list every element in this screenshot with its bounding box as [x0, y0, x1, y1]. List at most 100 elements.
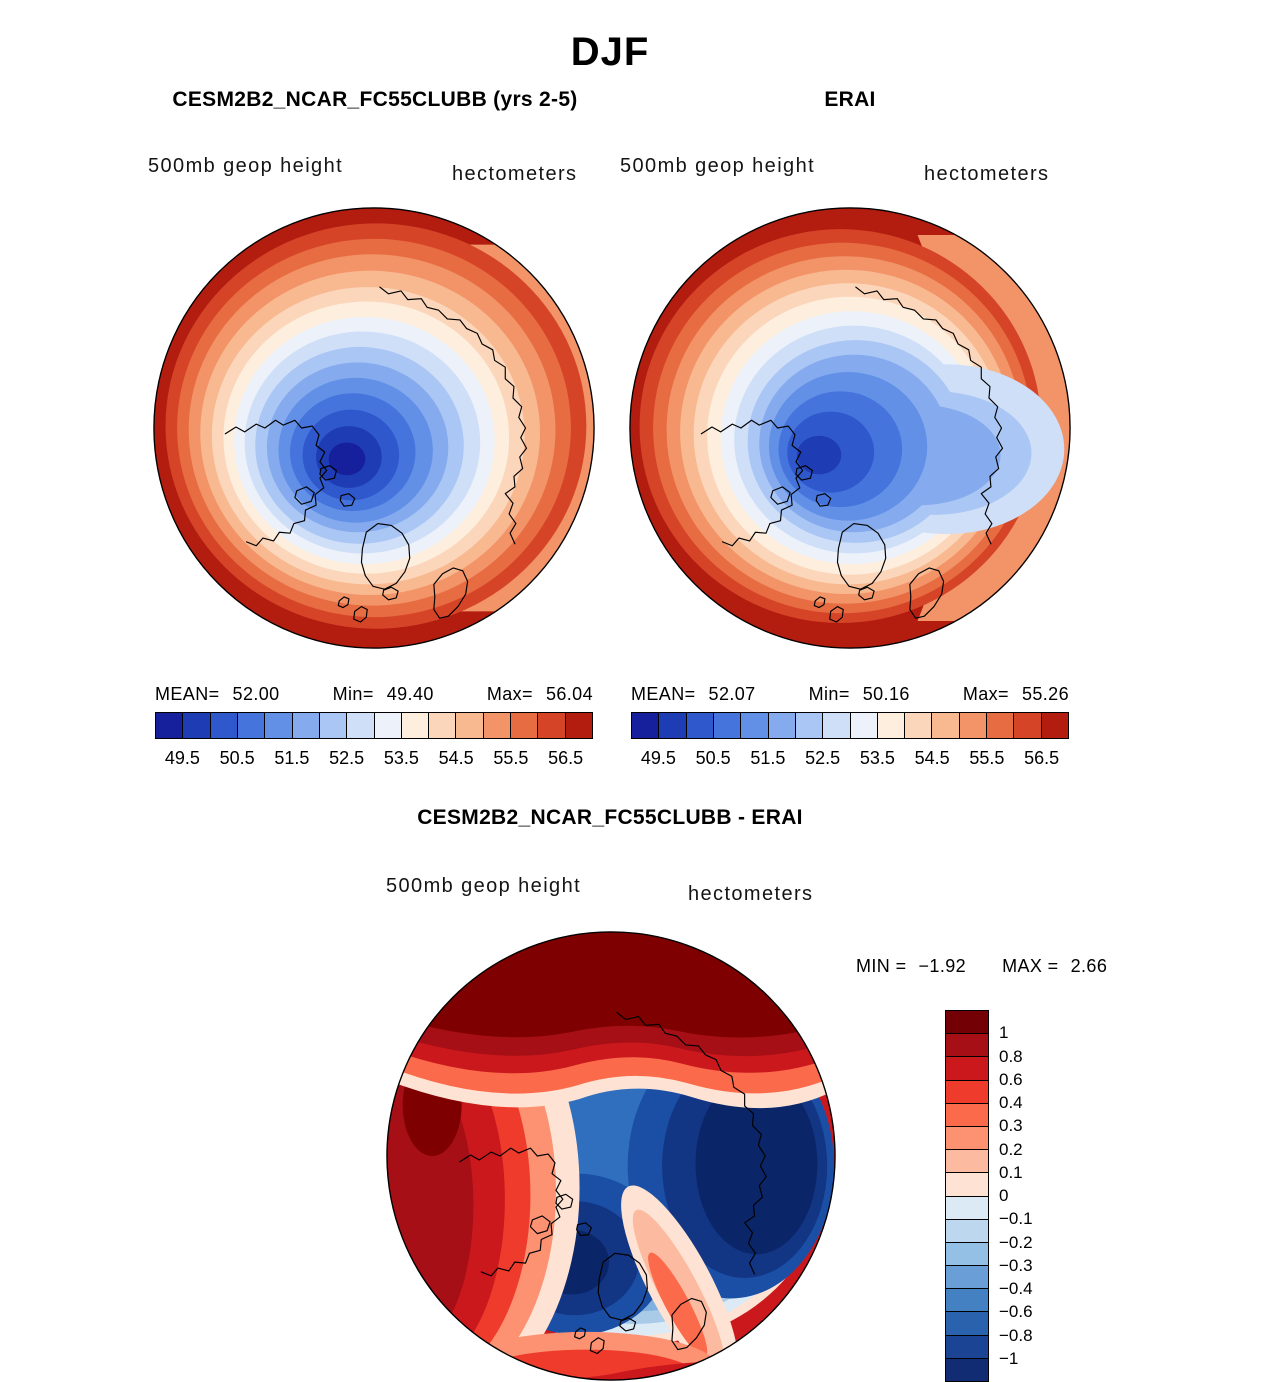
- min-label: MIN =: [856, 956, 907, 976]
- erai-stats: MEAN= 52.07 Min= 50.16 Max= 55.26: [631, 684, 1069, 705]
- colorbar-tick-label: 0.1: [999, 1162, 1023, 1182]
- colorbar-cell: [946, 1196, 988, 1220]
- colorbar-cell: [741, 713, 769, 738]
- colorbar-cell: [401, 713, 430, 738]
- erai-field-label: 500mb geop height: [620, 155, 816, 177]
- season-title: DJF: [570, 30, 650, 74]
- colorbar-tick-label: −0.6: [999, 1302, 1033, 1322]
- colorbar-tick-label: 0: [999, 1186, 1009, 1205]
- diff-map-plot: [386, 931, 836, 1381]
- colorbar-tick-label: 0.2: [999, 1139, 1023, 1159]
- colorbar-tick-label: −0.1: [999, 1209, 1033, 1229]
- colorbar-cell: [429, 713, 457, 738]
- erai-contour-fill: [629, 207, 1071, 649]
- mean-stat: MEAN= 52.07: [631, 684, 756, 705]
- colorbar-tick-label: 54.5: [438, 748, 474, 768]
- diff-colorbar: [945, 1010, 989, 1382]
- min-value: −1.92: [918, 956, 967, 976]
- colorbar-tick-label: 53.5: [383, 748, 419, 768]
- colorbar-cell: [686, 713, 714, 738]
- erai-panel-title: ERAI: [824, 88, 876, 111]
- colorbar-cell: [265, 713, 293, 738]
- model-stats: MEAN= 52.00 Min= 49.40 Max= 56.04: [155, 684, 593, 705]
- colorbar-cell: [565, 713, 592, 738]
- colorbar-tick-label: 0.6: [999, 1069, 1023, 1089]
- colorbar-cell: [156, 713, 184, 738]
- diff-minmax: MIN = −1.92 MAX = 2.66: [856, 956, 1107, 977]
- max-label: Max=: [962, 684, 1009, 704]
- colorbar-cell: [877, 713, 906, 738]
- colorbar-cell: [946, 1219, 988, 1243]
- coastlines: [459, 1011, 767, 1355]
- max-stat: Max= 56.04: [487, 684, 593, 705]
- colorbar-cell: [946, 1057, 988, 1081]
- colorbar-cell: [946, 1080, 988, 1104]
- coastlines: [224, 286, 528, 623]
- colorbar-cell: [946, 1289, 988, 1313]
- colorbar-tick-label: 50.5: [695, 748, 731, 768]
- max-stat: Max= 55.26: [963, 684, 1069, 705]
- model-units-label: hectometers: [452, 163, 578, 185]
- colorbar-cell: [456, 713, 484, 738]
- colorbar-cell: [946, 1173, 988, 1197]
- max-label: MAX =: [1002, 956, 1059, 976]
- colorbar-cell: [946, 1011, 988, 1035]
- colorbar-tick-label: 52.5: [329, 748, 365, 768]
- colorbar-tick-label: 1: [999, 1023, 1009, 1043]
- colorbar-cell: [932, 713, 960, 738]
- min-label: Min=: [332, 684, 374, 704]
- colorbar-cell: [483, 713, 512, 738]
- max-value: 55.26: [1021, 684, 1069, 704]
- colorbar-tick-label: −0.4: [999, 1279, 1033, 1298]
- colorbar-tick-label: 56.5: [1024, 748, 1060, 768]
- diff-map: [385, 930, 837, 1382]
- colorbar-cell: [713, 713, 742, 738]
- min-value: 49.40: [386, 684, 434, 704]
- colorbar-cell: [905, 713, 933, 738]
- max-value: 56.04: [545, 684, 593, 704]
- model-map-plot: [153, 207, 595, 649]
- model-colorbar-ticks: 49.5 50.5 51.5 52.5 53.5 54.5 55.5 56.5: [155, 748, 593, 770]
- colorbar-cell: [946, 1358, 988, 1381]
- mean-stat: MEAN= 52.00: [155, 684, 280, 705]
- colorbar-tick-label: −1: [999, 1348, 1019, 1368]
- colorbar-tick-label: −0.3: [999, 1255, 1033, 1275]
- colorbar-cell: [1014, 713, 1042, 738]
- erai-colorbar: [631, 712, 1069, 739]
- diff-contour-fill: [386, 931, 836, 1381]
- min-stat: Min= 50.16: [809, 684, 910, 705]
- colorbar-tick-label: 55.5: [493, 748, 529, 768]
- colorbar-tick-label: 0.4: [999, 1093, 1023, 1112]
- colorbar-cell: [1041, 713, 1068, 738]
- mean-label: MEAN=: [155, 684, 220, 704]
- colorbar-cell: [347, 713, 375, 738]
- colorbar-cell: [946, 1242, 988, 1267]
- colorbar-tick-label: −0.2: [999, 1232, 1033, 1252]
- colorbar-cell: [946, 1335, 988, 1359]
- colorbar-tick-label: 55.5: [969, 748, 1005, 768]
- colorbar-cell: [538, 713, 566, 738]
- model-contour-fill: [153, 207, 595, 649]
- model-field-label: 500mb geop height: [148, 155, 344, 177]
- colorbar-cell: [823, 713, 851, 738]
- diff-colorbar-ticks: 1 0.8 0.6 0.4 0.3 0.2 0.1 0 −0.1 −0.2 −0.3 −0.4 −0.6…: [999, 1010, 1063, 1382]
- diff-field-label: 500mb geop height: [386, 875, 582, 897]
- colorbar-cell: [946, 1312, 988, 1336]
- colorbar-cell: [511, 713, 539, 738]
- colorbar-tick-label: 52.5: [805, 748, 841, 768]
- erai-map-plot: [629, 207, 1071, 649]
- min-value: 50.16: [862, 684, 910, 704]
- erai-units-label: hectometers: [924, 163, 1050, 185]
- model-colorbar: [155, 712, 593, 739]
- colorbar-cell: [959, 713, 988, 738]
- erai-map: [628, 206, 1072, 650]
- colorbar-cell: [632, 713, 660, 738]
- diff-units-label: hectometers: [688, 883, 814, 905]
- colorbar-tick-label: −0.8: [999, 1325, 1033, 1345]
- map-outline: [153, 207, 595, 649]
- mean-value: 52.00: [232, 684, 280, 704]
- colorbar-cell: [987, 713, 1015, 738]
- colorbar-cell: [237, 713, 266, 738]
- colorbar-cell: [374, 713, 402, 738]
